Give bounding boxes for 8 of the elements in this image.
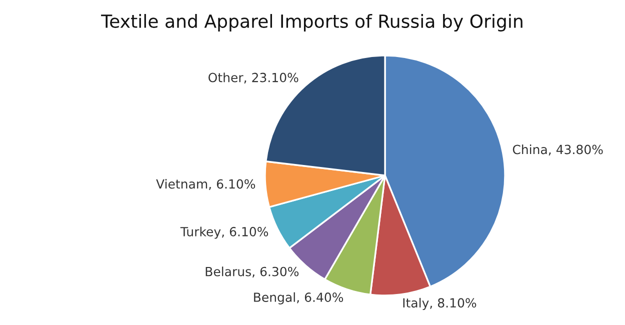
slice-label: Other, 23.10% xyxy=(208,72,298,84)
slice-label: Vietnam, 6.10% xyxy=(156,179,256,190)
slice-label: China, 43.80% xyxy=(512,144,603,156)
slice-label: Bengal, 6.40% xyxy=(254,292,344,304)
slice-label: Turkey, 6.10% xyxy=(180,226,268,239)
slice-label: Italy, 8.10% xyxy=(403,298,476,310)
chart-title: Textile and Apparel Imports of Russia by Origin xyxy=(101,14,522,32)
slice-label: Belarus, 6.30% xyxy=(206,266,299,278)
